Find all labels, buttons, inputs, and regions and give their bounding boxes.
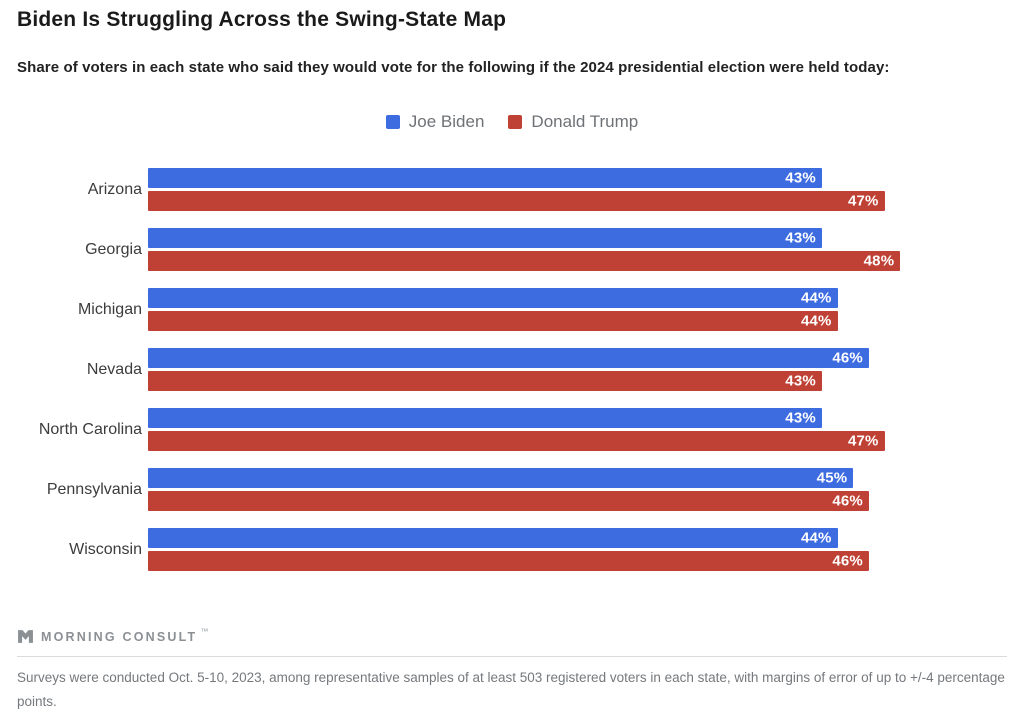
state-label: Michigan [77,300,142,318]
biden-bar: 43% [148,408,822,428]
trump-bar: 47% [148,431,885,451]
legend-swatch-icon [385,115,400,129]
biden-bar: 43% [148,228,822,248]
bar-group: 43% 47% [148,408,1010,451]
morning-consult-logo: MORNING CONSULT ™ [17,627,212,645]
legend-label: Joe Biden [408,112,485,131]
legend-swatch-icon [508,115,523,129]
bar-value-label: 44% [800,529,832,547]
biden-bar: 44% [148,288,838,308]
state-row: Pennsylvania 45% 46% [0,468,1010,511]
methodology-footnote: Surveys were conducted Oct. 5-10, 2023, … [17,670,1005,709]
state-row: Wisconsin 44% 46% [0,528,1010,571]
bar-group: 44% 44% [148,288,1010,331]
state-row: Nevada 46% 43% [0,348,1010,391]
legend-label: Donald Trump [531,112,639,131]
bar-value-label: 46% [832,492,863,510]
chart: Arizona 43% 47% Georgia 43% 48% Michigan 44% 44%… [0,168,1010,588]
bar-group: 45% 46% [148,468,1010,511]
bar-group: 46% 43% [148,348,1010,391]
legend-item-biden: Joe Biden [385,112,485,132]
state-label: Wisconsin [69,540,142,558]
chart-legend: Joe Biden Donald Trump [0,112,1024,132]
bar-value-label: 43% [785,229,816,247]
bar-value-label: 47% [847,432,879,450]
footer-divider [17,656,1007,657]
trump-bar: 48% [148,251,901,271]
morning-consult-wordmark: MORNING CONSULT [41,629,198,644]
trump-bar: 46% [148,491,869,511]
bar-value-label: 46% [832,552,863,570]
state-label: Pennsylvania [46,480,142,498]
trump-bar: 46% [148,551,869,571]
bar-value-label: 43% [785,372,816,390]
biden-bar: 45% [148,468,854,488]
bar-value-label: 43% [785,409,816,427]
state-row: North Carolina 43% 47% [0,408,1010,451]
trump-bar: 43% [148,371,822,391]
state-label: Arizona [87,180,142,198]
trademark-symbol: ™ [200,627,209,636]
state-row: Georgia 43% 48% [0,228,1010,271]
bar-value-label: 44% [800,289,832,307]
state-label: Georgia [85,240,142,258]
morning-consult-m-icon [17,628,34,645]
state-label: Nevada [86,360,142,378]
bar-value-label: 48% [863,252,895,270]
bar-value-label: 44% [800,312,832,330]
chart-title: Biden Is Struggling Across the Swing-Sta… [17,8,507,31]
trump-bar: 47% [148,191,885,211]
bar-value-label: 46% [832,349,863,367]
trump-bar: 44% [148,311,838,331]
bar-group: 43% 47% [148,168,1010,211]
chart-subtitle: Share of voters in each state who said t… [17,59,890,76]
biden-bar: 46% [148,348,869,368]
bar-value-label: 45% [816,469,848,487]
state-label: North Carolina [38,420,142,438]
bar-group: 44% 46% [148,528,1010,571]
bar-value-label: 43% [785,169,816,187]
state-row: Arizona 43% 47% [0,168,1010,211]
biden-bar: 43% [148,168,822,188]
biden-bar: 44% [148,528,838,548]
legend-item-trump: Donald Trump [508,112,638,132]
bar-group: 43% 48% [148,228,1010,271]
bar-value-label: 47% [847,192,879,210]
state-row: Michigan 44% 44% [0,288,1010,331]
